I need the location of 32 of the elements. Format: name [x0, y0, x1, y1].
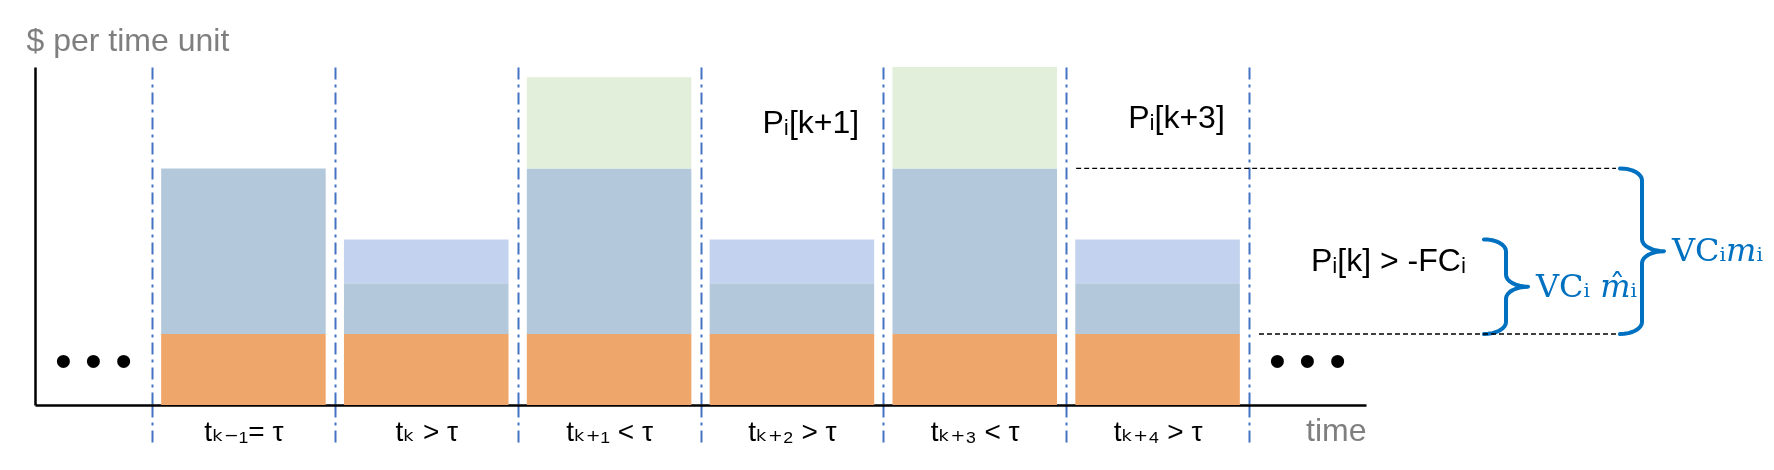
x-tick-label: tₖ₊₂ > τ: [748, 415, 837, 447]
x-tick-label: tₖ₊₁ < τ: [566, 415, 654, 447]
bar: [709, 239, 875, 284]
annotation: Pᵢ[k+1]: [762, 103, 860, 140]
x-tick-label: tₖ₊₃ < τ: [930, 415, 1020, 447]
bar: [1075, 283, 1240, 335]
x-tick-label: tₖ₋₁= τ: [204, 415, 284, 447]
annotation: Pᵢ[k] > -FCᵢ: [1310, 242, 1466, 279]
bar: [161, 334, 326, 405]
annotation: • • •: [1268, 334, 1347, 387]
bar: [1075, 334, 1240, 405]
y-axis-title: $ per time unit: [26, 21, 230, 58]
annotation: • • •: [54, 334, 133, 387]
bar: [343, 283, 509, 335]
bar: [526, 168, 692, 335]
x-axis-title: time: [1306, 411, 1367, 448]
x-tick-label: tₖ > τ: [395, 415, 459, 447]
bar: [343, 239, 509, 284]
annotation: Pᵢ[k+3]: [1128, 98, 1225, 135]
bar: [343, 334, 509, 405]
bar: [526, 334, 692, 405]
bar: [892, 67, 1058, 169]
bar: [892, 334, 1058, 405]
bar: [161, 168, 326, 335]
bar: [709, 283, 875, 335]
bar: [526, 77, 692, 169]
x-tick-label: tₖ₊₄ > τ: [1113, 415, 1203, 447]
text: VCᵢ 𝑚̂ᵢ: [1535, 266, 1637, 305]
bar: [1075, 239, 1240, 284]
text: VCᵢ𝑚ᵢ: [1671, 231, 1763, 270]
bar: [709, 334, 875, 405]
bar: [892, 168, 1058, 335]
